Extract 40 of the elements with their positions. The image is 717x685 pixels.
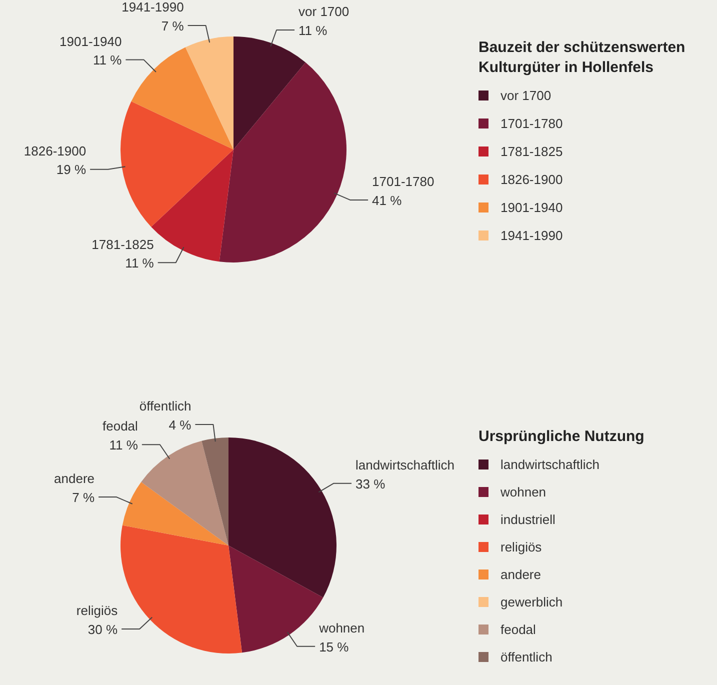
- slice-label: öffentlich: [139, 398, 192, 414]
- legend-label: 1901-1940: [500, 200, 563, 215]
- slice-label: feodal: [102, 418, 138, 434]
- legend-label: landwirtschaftlich: [500, 457, 600, 472]
- data-label: 15 %: [319, 639, 350, 654]
- data-label: 11 %: [298, 22, 328, 38]
- legend-label: öffentlich: [500, 650, 552, 664]
- legend-label: andere: [500, 567, 541, 582]
- legend-title: Ursprüngliche Nutzung: [478, 428, 644, 445]
- slice-label: 1941-1990: [122, 0, 184, 15]
- data-label: 11 %: [109, 437, 138, 452]
- data-label: 41 %: [372, 192, 402, 208]
- legend-label: 1781-1825: [500, 144, 563, 159]
- legend-label: gewerblich: [500, 594, 563, 610]
- data-label: 4 %: [168, 417, 192, 432]
- data-label: 33 %: [356, 476, 386, 492]
- legend-label: 1941-1990: [500, 228, 563, 243]
- slice-label: 1826-1900: [24, 143, 86, 158]
- legend-label: 1701-1780: [500, 116, 563, 131]
- data-label: 7 %: [161, 18, 184, 34]
- data-label: 11 %: [125, 256, 154, 271]
- slice-label: 1701-1780: [372, 174, 434, 190]
- slice-label: andere: [54, 471, 95, 486]
- legend-label: vor 1700: [500, 88, 552, 103]
- slice-label: religiös: [76, 603, 118, 618]
- slice-label: landwirtschaftlich: [356, 458, 455, 473]
- legend-label: wohnen: [500, 484, 546, 500]
- slice-label: 1781-1825: [92, 236, 154, 252]
- slice-label: 1901-1940: [60, 34, 122, 49]
- legend-label: feodal: [500, 622, 536, 637]
- legend-label: industriell: [500, 512, 556, 527]
- data-label: 11 %: [93, 52, 122, 68]
- data-label: 7 %: [72, 490, 95, 505]
- legend-title: Bauzeit der schützenswerten Kulturgüter in Hollenfels: [478, 39, 686, 76]
- legend-label: 1826-1900: [500, 172, 563, 187]
- data-label: 30 %: [88, 622, 118, 637]
- slice-label: wohnen: [318, 620, 365, 636]
- slice-label: vor 1700: [298, 4, 350, 20]
- data-label: 19 %: [56, 162, 87, 178]
- legend-label: religiös: [500, 540, 542, 554]
